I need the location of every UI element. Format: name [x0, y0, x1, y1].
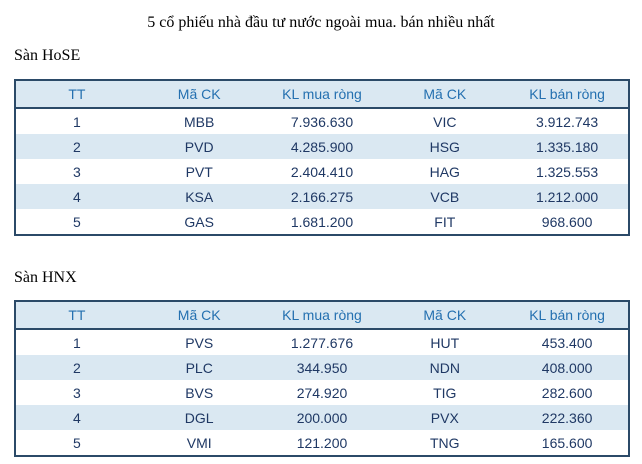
table-cell: 274.920: [296, 384, 348, 401]
table-cell: 222.360: [541, 409, 593, 426]
table-cell: BVS: [185, 384, 214, 401]
table-cell: GAS: [184, 213, 214, 230]
hnx-section: Sàn HNX TT Mã CK KL mua ròng Mã CK KL bán rò…: [0, 268, 642, 457]
table-cell: 3: [73, 163, 81, 180]
table-cell: VCB: [430, 188, 460, 205]
table-cell: PVX: [430, 409, 459, 426]
table-cell: 121.200: [296, 434, 348, 451]
table-cell: 968.600: [541, 213, 593, 230]
table-cell: FIT: [434, 213, 456, 230]
hose-section: Sàn HoSE TT Mã CK KL mua ròng Mã CK KL bán r…: [0, 46, 642, 236]
table-cell: 344.950: [296, 359, 348, 376]
table-cell: HSG: [429, 138, 460, 155]
table-cell: 165.600: [541, 434, 593, 451]
section-label-hnx: Sàn HNX: [14, 269, 77, 286]
table-cell: TIG: [433, 384, 457, 401]
table-row: 5 GAS 1.681.200 FIT 968.600: [15, 209, 629, 235]
table-cell: 1.212.000: [535, 188, 599, 205]
table-cell: 4.285.900: [290, 138, 354, 155]
column-header: KL mua ròng: [260, 301, 384, 330]
table-cell: HAG: [429, 163, 460, 180]
column-header: Mã CK: [383, 80, 507, 109]
column-header: KL bán ròng: [506, 80, 629, 109]
table-cell: 1: [73, 113, 81, 130]
hnx-table: TT Mã CK KL mua ròng Mã CK KL bán ròng 1 PVS 1.…: [14, 300, 630, 457]
table-cell: PVD: [184, 138, 214, 155]
column-header: TT: [15, 80, 138, 109]
table-row: 1 PVS 1.277.676 HUT 453.400: [15, 329, 629, 355]
table-cell: TNG: [430, 434, 460, 451]
page-title: 5 cổ phiếu nhà đầu tư nước ngoài mua. bá…: [147, 14, 495, 31]
header-row: TT Mã CK KL mua ròng Mã CK KL bán ròng: [15, 80, 629, 109]
table-cell: HUT: [430, 334, 460, 351]
table-row: 1 MBB 7.936.630 VIC 3.912.743: [15, 108, 629, 134]
table-cell: 408.000: [541, 359, 593, 376]
header-row: TT Mã CK KL mua ròng Mã CK KL bán ròng: [15, 301, 629, 330]
hose-table: TT Mã CK KL mua ròng Mã CK KL bán ròng 1 MBB 7.…: [14, 79, 630, 236]
table-cell: 2.404.410: [290, 163, 354, 180]
table-cell: 5: [73, 434, 81, 451]
table-cell: VIC: [433, 113, 457, 130]
table-cell: 3: [73, 384, 81, 401]
table-cell: 4: [73, 409, 81, 426]
table-row: 4 KSA 2.166.275 VCB 1.212.000: [15, 184, 629, 209]
table-cell: 282.600: [541, 384, 593, 401]
table-cell: 1.335.180: [535, 138, 599, 155]
table-cell: VMI: [186, 434, 212, 451]
column-header: KL bán ròng: [506, 301, 629, 330]
table-cell: NDN: [429, 359, 460, 376]
table-cell: 4: [73, 188, 81, 205]
table-cell: 1.277.676: [290, 334, 354, 351]
section-label-hose: Sàn HoSE: [14, 47, 81, 64]
table-cell: 1.681.200: [290, 213, 354, 230]
table-cell: 1.325.553: [535, 163, 599, 180]
table-row: 3 PVT 2.404.410 HAG 1.325.553: [15, 159, 629, 184]
table-cell: 7.936.630: [290, 113, 354, 130]
table-cell: 200.000: [296, 409, 348, 426]
table-cell: 5: [73, 213, 81, 230]
table-cell: 453.400: [541, 334, 593, 351]
table-cell: 2: [73, 138, 81, 155]
table-cell: PVT: [185, 163, 213, 180]
table-row: 3 BVS 274.920 TIG 282.600: [15, 380, 629, 405]
table-row: 5 VMI 121.200 TNG 165.600: [15, 430, 629, 456]
table-cell: 3.912.743: [535, 113, 599, 130]
table-row: 2 PLC 344.950 NDN 408.000: [15, 355, 629, 380]
table-cell: PLC: [185, 359, 213, 376]
table-cell: KSA: [185, 188, 214, 205]
table-row: 2 PVD 4.285.900 HSG 1.335.180: [15, 134, 629, 159]
table-cell: 2: [73, 359, 81, 376]
table-cell: 2.166.275: [290, 188, 354, 205]
table-cell: PVS: [185, 334, 214, 351]
column-header: Mã CK: [137, 301, 261, 330]
column-header: KL mua ròng: [260, 80, 384, 109]
column-header: Mã CK: [383, 301, 507, 330]
table-cell: 1: [73, 334, 81, 351]
table-cell: MBB: [184, 113, 215, 130]
column-header: TT: [15, 301, 138, 330]
table-cell: DGL: [184, 409, 214, 426]
column-header: Mã CK: [137, 80, 261, 109]
table-row: 4 DGL 200.000 PVX 222.360: [15, 405, 629, 430]
